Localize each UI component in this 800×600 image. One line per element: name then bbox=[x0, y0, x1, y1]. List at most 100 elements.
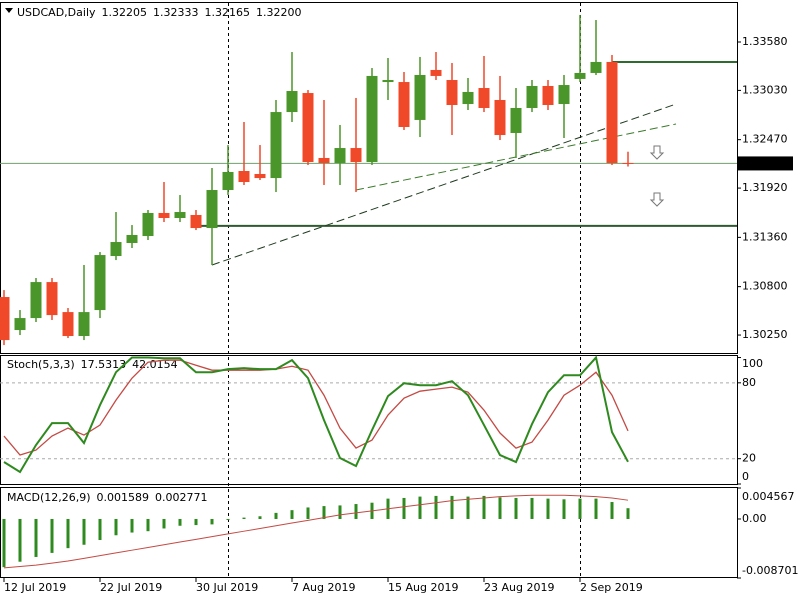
histogram-bar bbox=[562, 499, 566, 519]
candle-body bbox=[398, 82, 410, 128]
y-tick-label: 0.00 bbox=[742, 512, 767, 525]
histogram-bar bbox=[418, 496, 422, 519]
trendline bbox=[211, 103, 677, 266]
y-tick-label: 1.33580 bbox=[742, 35, 788, 48]
pane-header: Stoch(5,3,3) 17.5313 42.0154 bbox=[7, 358, 178, 371]
x-tick-label: 7 Aug 2019 bbox=[292, 581, 355, 594]
candle-body bbox=[558, 85, 570, 105]
histogram-bar bbox=[34, 518, 38, 557]
candle-body bbox=[526, 85, 538, 108]
x-tick-label: 2 Sep 2019 bbox=[580, 581, 643, 594]
candle-body bbox=[62, 312, 74, 337]
y-tick-label: 1.33030 bbox=[742, 83, 788, 96]
histogram-bar bbox=[322, 506, 326, 519]
indicator-value: 42.0154 bbox=[132, 358, 178, 371]
indicator-name: MACD(12,26,9) bbox=[7, 491, 91, 504]
candle-body bbox=[430, 69, 442, 76]
candle-body bbox=[126, 234, 138, 243]
x-tick-label: 12 Jul 2019 bbox=[4, 581, 66, 594]
histogram-bar bbox=[450, 495, 454, 519]
y-tick-label: 80 bbox=[742, 376, 756, 389]
indicator-value: 0.001589 bbox=[97, 491, 150, 504]
down-arrow-icon bbox=[649, 192, 665, 207]
candle-body bbox=[286, 91, 298, 113]
candle-body bbox=[366, 75, 378, 163]
pane-header: MACD(12,26,9) 0.001589 0.002771 bbox=[7, 491, 208, 504]
histogram-bar bbox=[82, 518, 86, 545]
candle-body bbox=[606, 61, 618, 163]
candle-body bbox=[462, 91, 474, 105]
stoch-pane-border bbox=[0, 355, 738, 485]
histogram-bar bbox=[530, 497, 534, 519]
y-tick-label: -0.008701 bbox=[742, 564, 798, 577]
histogram-bar bbox=[114, 518, 118, 536]
histogram-bar bbox=[290, 510, 294, 519]
histogram-bar bbox=[402, 497, 406, 519]
y-tick-label: 1.31360 bbox=[742, 230, 788, 243]
macd-pane-border bbox=[0, 487, 738, 578]
candle-body bbox=[510, 107, 522, 133]
y-tick-label: 1.30800 bbox=[742, 280, 788, 293]
candle-body bbox=[446, 80, 458, 105]
histogram-bar bbox=[130, 518, 134, 533]
histogram-bar bbox=[306, 507, 310, 519]
candle-body bbox=[350, 148, 362, 163]
histogram-bar bbox=[610, 502, 614, 519]
y-tick-label: 1.32470 bbox=[742, 133, 788, 146]
signal-line bbox=[3, 494, 629, 569]
candle-body bbox=[14, 318, 26, 331]
candle-body bbox=[590, 61, 602, 73]
candle-body bbox=[382, 80, 394, 83]
candle-body bbox=[78, 312, 90, 337]
indicator-name: Stoch(5,3,3) bbox=[7, 358, 75, 371]
histogram-bar bbox=[210, 518, 214, 525]
histogram-bar bbox=[2, 518, 6, 568]
candle-body bbox=[478, 88, 490, 108]
candle-body bbox=[190, 215, 202, 229]
x-tick-label: 15 Aug 2019 bbox=[388, 581, 458, 594]
histogram-bar bbox=[98, 518, 102, 541]
histogram-bar bbox=[578, 498, 582, 519]
x-tick-label: 30 Jul 2019 bbox=[196, 581, 258, 594]
indicator-value: 1.32165 bbox=[205, 6, 251, 19]
histogram-bar bbox=[146, 518, 150, 532]
histogram-bar bbox=[258, 516, 262, 519]
histogram-bar bbox=[514, 497, 518, 519]
current-price-box bbox=[737, 156, 793, 171]
y-tick-label: 0 bbox=[742, 470, 749, 483]
candle-body bbox=[542, 85, 554, 105]
y-tick-label: 1.31920 bbox=[742, 181, 788, 194]
candle-body bbox=[0, 297, 10, 341]
y-tick-label: 20 bbox=[742, 452, 756, 465]
histogram-bar bbox=[18, 518, 22, 562]
indicator-line bbox=[3, 355, 629, 474]
pane-header: USDCAD,Daily 1.32205 1.32333 1.32165 1.32200 bbox=[17, 6, 302, 19]
candle-body bbox=[574, 72, 586, 79]
histogram-bar bbox=[50, 518, 54, 553]
indicator-value: 17.5313 bbox=[81, 358, 127, 371]
indicator-value: 0.002771 bbox=[155, 491, 208, 504]
candle-body bbox=[414, 74, 426, 120]
histogram-bar bbox=[162, 518, 166, 529]
candle-body bbox=[30, 282, 42, 319]
candle-body bbox=[46, 282, 58, 316]
histogram-bar bbox=[546, 498, 550, 519]
x-tick-label: 22 Jul 2019 bbox=[100, 581, 162, 594]
down-arrow-icon bbox=[649, 145, 665, 160]
candle-body bbox=[158, 212, 170, 218]
indicator-value: 1.32200 bbox=[256, 6, 302, 19]
histogram-bar bbox=[498, 497, 502, 519]
candle-body bbox=[238, 171, 250, 183]
histogram-bar bbox=[66, 518, 70, 549]
candle-body bbox=[302, 93, 314, 163]
histogram-bar bbox=[338, 505, 342, 519]
menu-arrow bbox=[5, 8, 13, 13]
y-tick-label: 100 bbox=[742, 357, 763, 370]
indicator-value: 1.32333 bbox=[153, 6, 199, 19]
candle-body bbox=[254, 173, 266, 179]
candle-body bbox=[270, 112, 282, 179]
main-pane-border bbox=[0, 2, 738, 354]
histogram-bar bbox=[194, 518, 198, 526]
